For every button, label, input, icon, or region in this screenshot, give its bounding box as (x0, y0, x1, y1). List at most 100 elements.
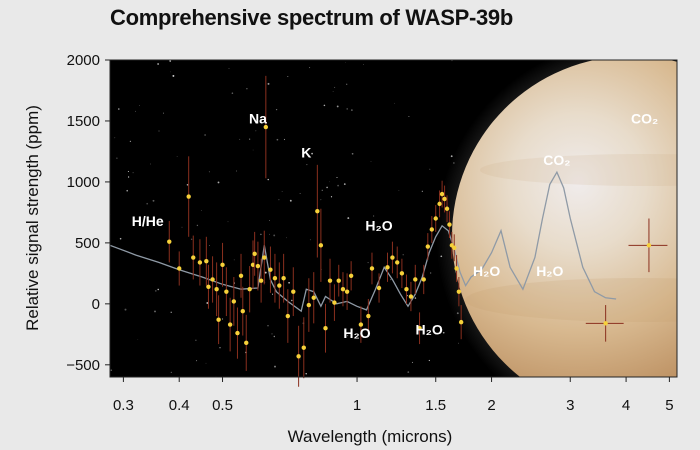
data-point (315, 208, 320, 214)
data-point (216, 317, 221, 322)
star (334, 86, 336, 88)
data-point (167, 239, 172, 244)
star (246, 88, 248, 90)
star (227, 221, 229, 223)
data-point (204, 258, 209, 264)
star (429, 168, 431, 170)
star (206, 302, 209, 304)
x-tick-label: 0.5 (212, 397, 233, 414)
data-point (235, 330, 240, 336)
star (337, 184, 339, 187)
data-point (437, 201, 442, 207)
data-point (447, 222, 452, 227)
star (208, 171, 210, 173)
star (309, 67, 311, 69)
x-tick-label: 2 (487, 397, 495, 414)
data-point (224, 289, 229, 294)
data-point (442, 196, 447, 202)
star (195, 339, 197, 341)
x-tick-label: 1.5 (425, 397, 446, 414)
x-tick-label: 0.4 (169, 397, 190, 414)
data-point (433, 216, 438, 221)
data-point (277, 283, 282, 288)
plot-frame (109, 59, 678, 378)
star (158, 130, 160, 132)
star (311, 152, 313, 155)
star (276, 138, 279, 141)
star (346, 83, 348, 85)
star (450, 155, 453, 158)
star (271, 333, 273, 335)
star (291, 299, 293, 302)
star (302, 147, 304, 149)
star (119, 237, 122, 240)
star (239, 138, 241, 140)
data-point (452, 245, 457, 250)
star (428, 359, 430, 362)
star (139, 105, 140, 106)
x-axis-label: Wavelength (microns) (288, 427, 453, 446)
star (181, 226, 183, 228)
star (321, 189, 323, 191)
star (196, 224, 199, 227)
planet-band (465, 278, 677, 322)
data-point (238, 273, 244, 279)
data-point (323, 326, 328, 331)
data-point (318, 243, 324, 248)
data-point (399, 271, 405, 276)
annotation-label: Na (249, 110, 267, 126)
star (407, 371, 410, 373)
data-point (458, 319, 464, 325)
annotation-label: K (301, 145, 311, 161)
star (373, 215, 375, 217)
planet-disk (452, 60, 677, 377)
star (306, 164, 308, 166)
annotation-label: H₂O (343, 325, 370, 341)
data-point (429, 227, 435, 232)
star (269, 233, 270, 235)
star (281, 191, 283, 192)
data-point (210, 277, 215, 282)
data-point (395, 260, 400, 265)
data-point (285, 313, 291, 319)
star (346, 108, 348, 110)
data-point (444, 206, 450, 211)
star (170, 71, 172, 73)
planet-image (436, 60, 677, 377)
data-point (252, 251, 257, 257)
data-point (425, 244, 431, 249)
data-point (206, 284, 211, 289)
star (196, 360, 198, 362)
y-tick-label: 1000 (67, 174, 100, 191)
star (273, 335, 276, 338)
data-point (348, 273, 354, 279)
star (236, 170, 237, 172)
star (205, 362, 207, 364)
data-point (454, 266, 459, 271)
y-tick-label: 2000 (67, 52, 100, 69)
data-point (306, 302, 312, 308)
data-point (385, 265, 390, 270)
annotation-label: CO₂ (631, 110, 658, 126)
star (154, 310, 156, 313)
star (124, 308, 127, 311)
star (110, 369, 113, 371)
y-tick-label: −500 (66, 357, 100, 374)
star (129, 140, 132, 143)
data-point (250, 262, 256, 268)
data-point (272, 276, 278, 281)
star (336, 176, 338, 179)
star (264, 271, 267, 274)
star (157, 288, 159, 291)
star (345, 62, 346, 63)
star (137, 338, 139, 340)
star (233, 259, 235, 261)
data-point (191, 255, 196, 260)
star (273, 234, 276, 237)
data-point (214, 287, 219, 292)
star (267, 325, 269, 327)
star (288, 281, 290, 284)
y-axis: 2000 1500 1000 500 0 −500 (66, 52, 110, 374)
planet-band (480, 154, 677, 186)
star (204, 134, 206, 136)
